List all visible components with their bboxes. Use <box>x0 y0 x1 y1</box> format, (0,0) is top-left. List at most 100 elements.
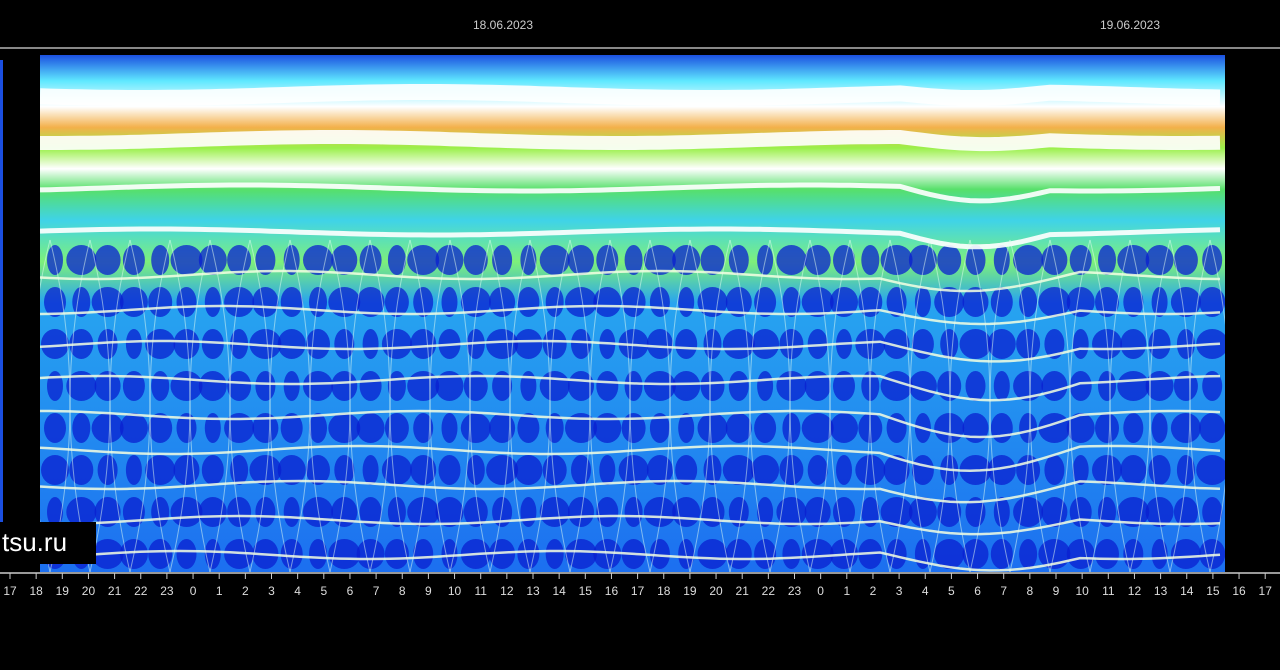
texture-blob <box>277 329 306 359</box>
texture-blob <box>1145 497 1174 527</box>
x-axis-labels: 17 18 19 20 21 22 23 0 1 2 3 4 5 6 7 8 9 10 11 12 13 14 15 16 17… <box>3 573 1272 598</box>
texture-blob <box>1069 371 1092 401</box>
texture-blob <box>517 287 540 317</box>
texture-blob <box>47 497 63 527</box>
texture-blob <box>940 329 959 359</box>
texture-blob <box>170 245 203 275</box>
texture-band <box>40 84 1221 106</box>
texture-blob <box>204 539 221 569</box>
texture-blob <box>571 329 591 359</box>
texture-blob <box>539 245 570 275</box>
x-tick-label: 6 <box>347 584 354 598</box>
texture-blob <box>1013 245 1044 275</box>
texture-blob <box>934 539 965 569</box>
texture-blob <box>230 455 249 485</box>
x-tick-label: 20 <box>82 584 96 598</box>
texture-blob <box>754 413 777 443</box>
texture-blob <box>962 413 989 443</box>
texture-blob <box>283 245 300 275</box>
texture-blob <box>937 245 962 275</box>
texture-blob <box>356 539 385 569</box>
texture-blob <box>407 497 440 527</box>
texture-blob <box>1098 371 1116 401</box>
texture-blob <box>1066 287 1095 317</box>
x-tick-label: 4 <box>922 584 929 598</box>
texture-blob <box>520 497 537 527</box>
texture-blob <box>413 539 434 569</box>
texture-blob <box>252 413 279 443</box>
texture-arc <box>869 239 891 572</box>
texture-blob <box>649 413 670 443</box>
texture-arc <box>789 239 811 572</box>
texture-blob <box>833 497 855 527</box>
texture-blob <box>204 287 221 317</box>
texture-arc <box>949 239 971 572</box>
texture-blob <box>334 455 355 485</box>
texture-blob <box>725 539 752 569</box>
texture-blob <box>728 371 749 401</box>
texture-blob <box>1199 287 1225 317</box>
texture-blob <box>646 329 673 359</box>
texture-blob <box>41 329 69 359</box>
texture-blob <box>460 287 491 317</box>
texture-blob <box>1041 497 1068 527</box>
texture-band <box>40 182 1221 204</box>
texture-blob <box>280 287 303 317</box>
texture-arc <box>309 239 331 572</box>
texture-blob <box>596 497 619 527</box>
texture-blob <box>303 245 333 275</box>
texture-blob <box>145 329 176 359</box>
texture-blob <box>880 245 913 275</box>
x-tick-label: 8 <box>1027 584 1034 598</box>
texture-blob <box>151 371 170 401</box>
texture-blob <box>441 413 458 443</box>
texture-arc <box>1069 239 1091 572</box>
texture-blob <box>1199 539 1225 569</box>
texture-blob <box>1173 497 1198 527</box>
texture-blob <box>359 371 382 401</box>
x-tick-label: 19 <box>56 584 70 598</box>
x-tick-label: 11 <box>474 584 487 598</box>
x-tick-label: 10 <box>448 584 462 598</box>
watermark-box <box>0 522 96 564</box>
texture-blob <box>697 539 728 569</box>
texture-blob <box>911 455 934 485</box>
texture-blob <box>1170 539 1201 569</box>
texture-blob <box>1044 329 1065 359</box>
texture-blob <box>1176 329 1195 359</box>
texture-blob <box>697 413 728 443</box>
texture-blob <box>492 497 513 527</box>
texture-blob <box>833 371 855 401</box>
texture-blob <box>441 539 458 569</box>
texture-blob <box>725 413 752 443</box>
texture-blob <box>1199 413 1225 443</box>
texture-arc <box>1149 239 1171 572</box>
texture-blob <box>170 371 203 401</box>
texture-blob <box>331 245 358 275</box>
texture-blob <box>331 371 358 401</box>
texture-blob <box>782 287 801 317</box>
texture-blob <box>1145 245 1174 275</box>
texture-blob <box>1170 413 1201 443</box>
texture-blob <box>1041 371 1068 401</box>
texture-blob <box>122 371 145 401</box>
texture-blob <box>1151 287 1168 317</box>
texture-blob <box>675 329 698 359</box>
texture-blob <box>1151 413 1168 443</box>
texture-blob <box>700 497 725 527</box>
texture-blob <box>66 371 97 401</box>
texture-blob <box>334 329 355 359</box>
texture-blob <box>593 539 622 569</box>
texture-blob <box>94 497 121 527</box>
texture-blob <box>463 245 488 275</box>
texture-blob <box>545 287 564 317</box>
texture-blob <box>255 497 276 527</box>
texture-blob <box>44 287 66 317</box>
texture-blob <box>568 371 594 401</box>
texture-blob <box>517 539 540 569</box>
texture-arc <box>429 239 451 572</box>
texture-arc <box>389 239 411 572</box>
texture-blob <box>486 329 519 359</box>
texture-blob <box>1176 455 1195 485</box>
x-tick-label: 3 <box>268 584 275 598</box>
